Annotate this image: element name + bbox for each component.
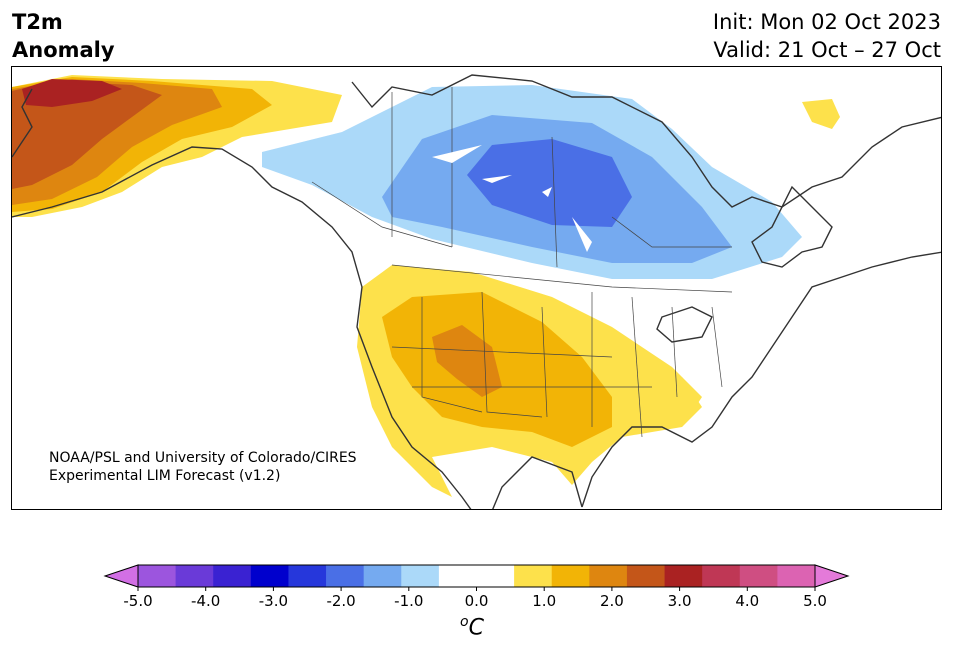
colorbar-tick-label: 0.0 xyxy=(465,592,489,610)
colorbar-tick-label: 3.0 xyxy=(668,592,692,610)
colorbar-segment xyxy=(438,565,477,587)
colorbar-over-triangle xyxy=(814,564,850,588)
date-block: Init: Mon 02 Oct 2023 Valid: 21 Oct – 27… xyxy=(713,8,941,64)
colorbar-segment xyxy=(175,565,214,587)
state-borders xyxy=(311,87,733,438)
colorbar-segment xyxy=(363,565,402,587)
colorbar-tick-label: -2.0 xyxy=(326,592,355,610)
colorbar-unit: oC xyxy=(460,614,484,640)
colorbar-tick-label: 1.0 xyxy=(532,592,556,610)
unit-letter: C xyxy=(468,615,484,641)
credit-text: NOAA/PSL and University of Colorado/CIRE… xyxy=(49,449,357,485)
colorbar-tick-label: 5.0 xyxy=(803,592,827,610)
colorbar-segment xyxy=(514,565,553,587)
credit-line-1: NOAA/PSL and University of Colorado/CIRE… xyxy=(49,450,357,466)
coastline-outline xyxy=(12,74,941,509)
title-line-2: Anomaly xyxy=(12,38,115,62)
colorbar-segment xyxy=(551,565,590,587)
title-line-1: T2m xyxy=(12,10,63,34)
colorbar-segment xyxy=(401,565,440,587)
colorbar-segment xyxy=(213,565,252,587)
colorbar-segment xyxy=(739,565,778,587)
colorbar-tick-label: 2.0 xyxy=(600,592,624,610)
cold-anomaly-canada xyxy=(262,85,840,279)
unit-degree-prefix: o xyxy=(460,614,469,630)
colorbar-segment xyxy=(589,565,628,587)
colorbar-segment xyxy=(777,565,816,587)
warm-anomaly-alaska xyxy=(12,75,342,217)
credit-line-2: Experimental LIM Forecast (v1.2) xyxy=(49,468,281,484)
colorbar-under-triangle xyxy=(103,564,139,588)
great-lakes xyxy=(432,145,592,252)
colorbar-tick-label: -4.0 xyxy=(191,592,220,610)
colorbar: -5.0 -4.0 -3.0 -2.0 -1.0 0.0 1.0 2.0 3.0 4.0 5.0 xyxy=(103,564,850,610)
colorbar-segment xyxy=(702,565,741,587)
colorbar-segment xyxy=(326,565,365,587)
colorbar-segment xyxy=(288,565,327,587)
valid-date: Valid: 21 Oct – 27 Oct xyxy=(713,38,941,62)
colorbar-tick-label: -3.0 xyxy=(259,592,288,610)
colorbar-segments xyxy=(138,565,816,587)
colorbar-tick-label: -5.0 xyxy=(123,592,152,610)
colorbar-segment xyxy=(626,565,665,587)
map-canvas xyxy=(12,74,941,509)
warm-anomaly-southwest xyxy=(357,265,702,497)
colorbar-segment xyxy=(138,565,177,587)
map-title: T2m Anomaly xyxy=(12,8,115,64)
colorbar-tick-label: -1.0 xyxy=(394,592,423,610)
colorbar-segment xyxy=(664,565,703,587)
colorbar-segment xyxy=(250,565,289,587)
anomaly-map xyxy=(11,66,942,510)
init-date: Init: Mon 02 Oct 2023 xyxy=(712,10,941,34)
colorbar-tick-label: 4.0 xyxy=(735,592,759,610)
colorbar-ticks: -5.0 -4.0 -3.0 -2.0 -1.0 0.0 1.0 2.0 3.0 4.0 5.0 xyxy=(123,587,827,610)
colorbar-segment xyxy=(476,565,515,587)
